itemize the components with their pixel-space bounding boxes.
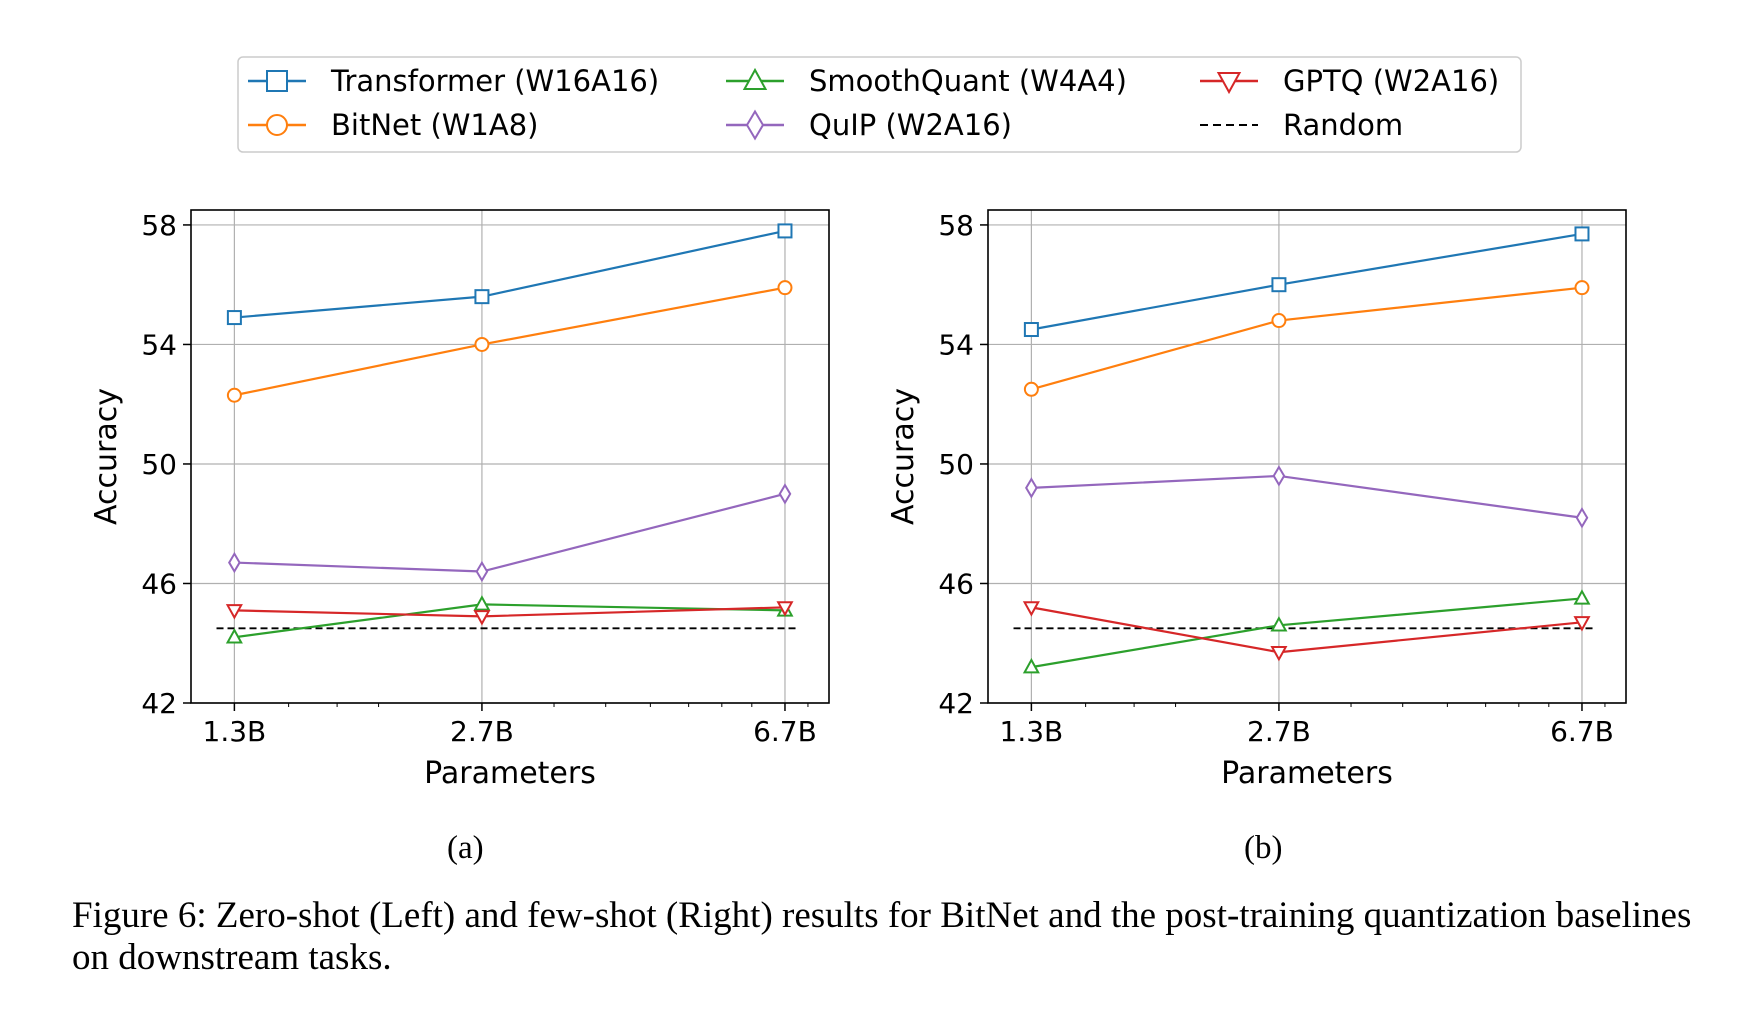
- x-tick-label: 6.7B: [753, 715, 817, 748]
- y-axis-label: Accuracy: [89, 388, 124, 525]
- y-tick-label: 46: [938, 567, 974, 600]
- data-point-bitnet-w1a8: [226, 387, 242, 403]
- data-point-transformer-w16a16: [1023, 322, 1039, 338]
- y-tick-label: 58: [938, 209, 974, 242]
- series-line-bitnet-w1a8: [1031, 286, 1583, 391]
- y-tick-label: 46: [141, 567, 177, 600]
- y-axis-label: Accuracy: [886, 388, 921, 525]
- data-point-quip-w2a16: [228, 551, 241, 574]
- data-point-smoothquant-w4a4: [473, 595, 491, 611]
- legend-marker-smoothquant-w4a4: [742, 67, 768, 90]
- series-line-quip-w2a16: [1031, 474, 1583, 519]
- data-point-smoothquant-w4a4: [1573, 589, 1591, 605]
- data-point-transformer-w16a16: [777, 223, 793, 239]
- series-line-smoothquant-w4a4: [1031, 597, 1583, 669]
- data-point-bitnet-w1a8: [1023, 381, 1039, 397]
- y-tick-label: 58: [141, 209, 177, 242]
- x-tick-label: 1.3B: [203, 715, 267, 748]
- data-point-transformer-w16a16: [1574, 226, 1590, 242]
- data-point-smoothquant-w4a4: [1022, 657, 1040, 674]
- data-point-quip-w2a16: [475, 560, 489, 583]
- legend: Transformer (W16A16) SmoothQuant (W4A4) GP…: [237, 56, 1522, 153]
- figure-caption: Figure 6: Zero-shot (Left) and few-shot …: [72, 895, 1692, 978]
- legend-marker-gptq-w2a16: [1216, 72, 1242, 95]
- data-point-quip-w2a16: [1272, 465, 1286, 487]
- series-line-gptq-w2a16: [1031, 606, 1583, 654]
- legend-marker-transformer-w16a16: [266, 70, 288, 92]
- data-point-gptq-w2a16: [1270, 646, 1288, 662]
- data-point-quip-w2a16: [1575, 507, 1589, 529]
- legend-marker-quip-w2a16: [745, 109, 765, 141]
- data-point-transformer-w16a16: [226, 310, 242, 326]
- data-point-bitnet-w1a8: [777, 280, 793, 296]
- data-point-gptq-w2a16: [1022, 601, 1040, 617]
- x-tick-label: 2.7B: [1247, 715, 1311, 748]
- data-point-transformer-w16a16: [474, 289, 490, 305]
- y-tick-label: 50: [938, 448, 974, 481]
- data-point-smoothquant-w4a4: [225, 628, 243, 644]
- data-point-bitnet-w1a8: [1271, 313, 1287, 329]
- series-line-quip-w2a16: [234, 492, 786, 573]
- legend-label-bitnet-w1a8: BitNet (W1A8): [331, 108, 539, 142]
- x-tick-label: 1.3B: [1000, 715, 1064, 748]
- panel-label-a: (a): [447, 830, 484, 866]
- x-axis-label: Parameters: [424, 756, 596, 791]
- y-tick-label: 54: [141, 328, 177, 361]
- x-axis-label: Parameters: [1221, 756, 1393, 791]
- x-tick-label: 6.7B: [1550, 715, 1614, 748]
- data-point-transformer-w16a16: [1271, 277, 1287, 293]
- series-line-transformer-w16a16: [234, 229, 786, 319]
- y-tick-label: 54: [938, 328, 974, 361]
- data-point-quip-w2a16: [1025, 477, 1038, 499]
- data-point-gptq-w2a16: [225, 604, 243, 620]
- plot-frame: [190, 209, 830, 704]
- series-line-bitnet-w1a8: [234, 286, 786, 397]
- chart-panel-a: 42 46 50 54 58 1.3B 2.7B 6.7B Parameters Accuracy: [89, 209, 830, 791]
- legend-marker-bitnet-w1a8: [266, 114, 288, 136]
- data-point-smoothquant-w4a4: [1270, 616, 1288, 632]
- legend-label-quip-w2a16: QuIP (W2A16): [809, 108, 1012, 142]
- data-point-bitnet-w1a8: [474, 336, 490, 352]
- y-tick-label: 50: [141, 448, 177, 481]
- panel-label-b: (b): [1244, 830, 1283, 866]
- legend-label-gptq-w2a16: GPTQ (W2A16): [1283, 64, 1499, 98]
- data-point-gptq-w2a16: [1573, 616, 1591, 632]
- legend-label-smoothquant-w4a4: SmoothQuant (W4A4): [809, 64, 1127, 98]
- x-tick-label: 2.7B: [450, 715, 514, 748]
- y-tick-label: 42: [141, 687, 177, 720]
- data-point-gptq-w2a16: [776, 601, 794, 617]
- plot-frame: [987, 209, 1627, 704]
- data-point-gptq-w2a16: [473, 610, 491, 626]
- data-point-quip-w2a16: [778, 483, 792, 505]
- legend-label-random: Random: [1283, 108, 1403, 142]
- chart-panel-b: 42 46 50 54 58 1.3B 2.7B 6.7B Parameters Accuracy: [886, 209, 1627, 791]
- y-tick-label: 42: [938, 687, 974, 720]
- series-line-transformer-w16a16: [1031, 232, 1583, 331]
- legend-label-transformer-w16a16: Transformer (W16A16): [330, 64, 659, 98]
- data-point-bitnet-w1a8: [1574, 280, 1590, 296]
- series-line-gptq-w2a16: [234, 606, 786, 618]
